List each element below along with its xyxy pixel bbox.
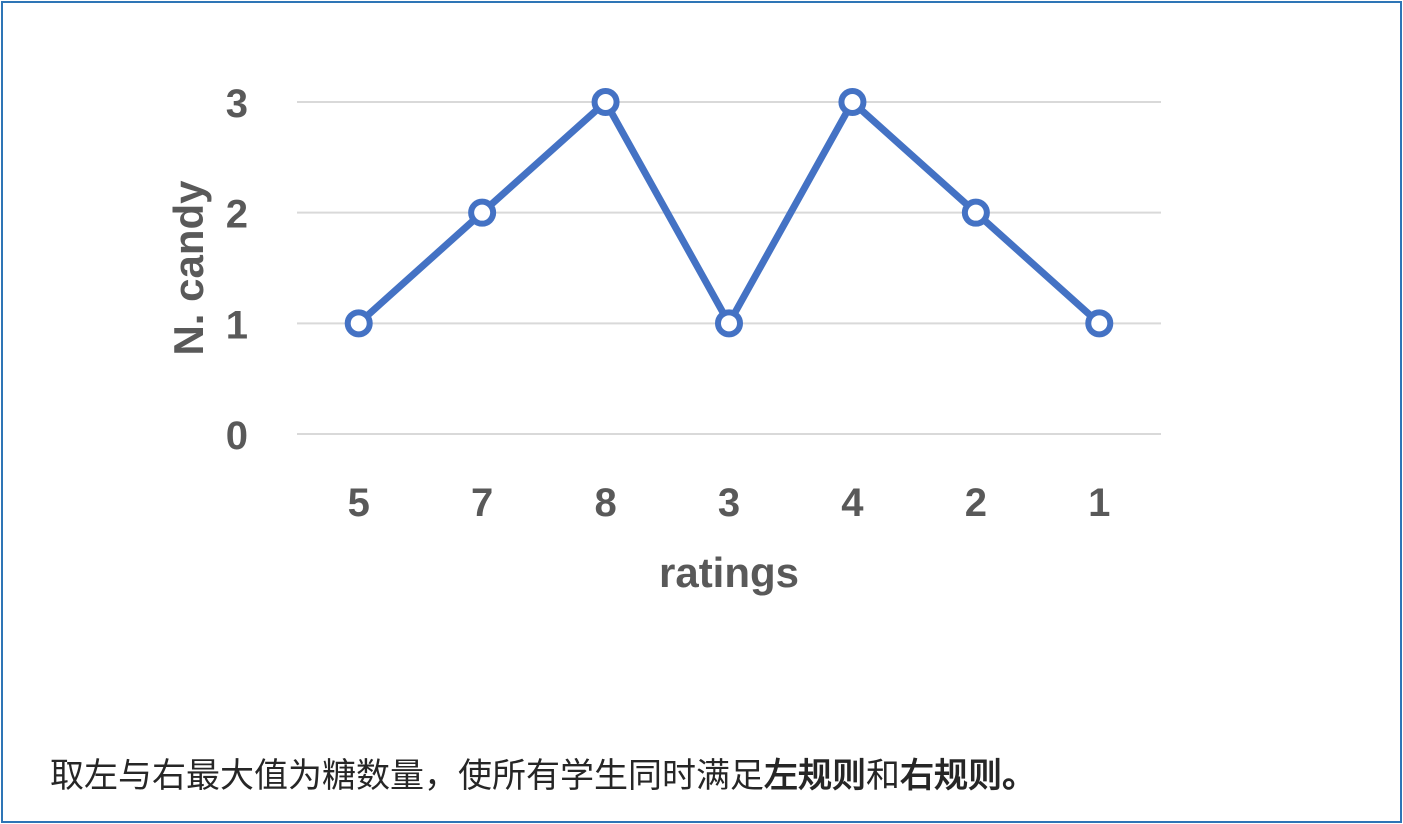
x-axis-title: ratings [659,549,799,596]
y-axis-title: N. candy [165,180,212,356]
x-tick-label: 1 [1088,481,1110,525]
caption-part-1: 取左与右最大值为糖数量，使所有学生同时满足 [50,756,764,796]
x-tick-label: 2 [965,481,987,525]
y-tick-label: 0 [226,414,248,458]
y-tick-label: 2 [226,193,248,237]
y-tick-label: 3 [226,82,248,126]
data-point [961,198,990,227]
caption-left-rule: 左规则 [764,756,866,796]
x-tick-label: 8 [594,481,616,525]
caption-right-rule: 右规则 [900,756,1002,796]
data-point [1085,309,1114,338]
x-tick-label: 7 [471,481,493,525]
caption-text: 取左与右最大值为糖数量，使所有学生同时满足左规则和右规则。 [50,748,1370,797]
data-point [838,88,867,116]
x-tick-label: 5 [348,481,370,525]
gridlines [297,101,1161,435]
x-tick-labels: 5 7 8 3 4 2 1 [348,481,1111,525]
caption-period: 。 [1002,756,1036,796]
x-tick-label: 3 [718,481,740,525]
data-point [468,198,497,227]
y-tick-label: 1 [226,303,248,347]
data-point [591,88,620,116]
x-tick-label: 4 [841,481,864,525]
y-tick-labels: 0 1 2 3 [226,82,248,458]
series-line [344,88,1114,338]
caption-part-2: 和 [866,756,900,796]
data-point [715,309,743,338]
data-point [344,309,373,338]
